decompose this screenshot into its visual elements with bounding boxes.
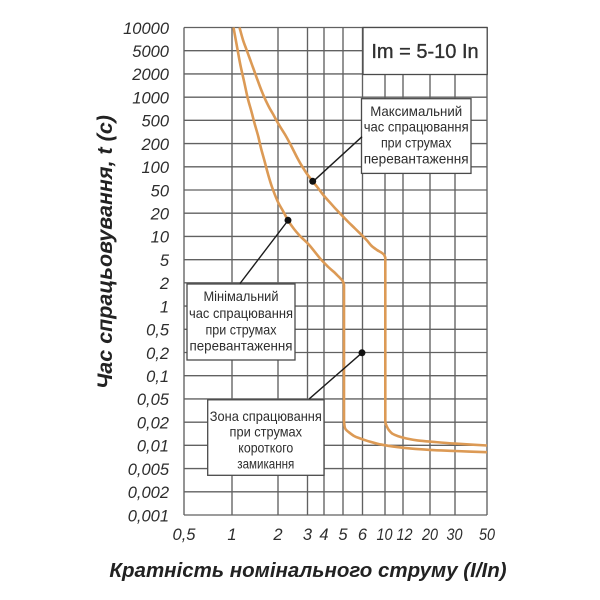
svg-text:2: 2 <box>272 526 282 544</box>
svg-text:50: 50 <box>479 526 496 544</box>
svg-text:4: 4 <box>319 526 328 544</box>
svg-text:при струмах: при струмах <box>230 424 303 440</box>
svg-text:0,005: 0,005 <box>128 461 170 479</box>
svg-text:0,02: 0,02 <box>137 414 169 432</box>
svg-text:20: 20 <box>421 526 439 544</box>
svg-text:замикання: замикання <box>237 455 294 471</box>
svg-text:0,01: 0,01 <box>137 438 169 456</box>
svg-text:1000: 1000 <box>132 89 170 107</box>
svg-text:Час спрацьовування, t (c): Час спрацьовування, t (c) <box>93 115 117 389</box>
svg-text:6: 6 <box>358 526 368 544</box>
svg-text:2000: 2000 <box>131 66 170 84</box>
svg-text:короткого: короткого <box>238 440 293 456</box>
svg-text:Мінімальний: Мінімальний <box>204 288 279 304</box>
svg-text:10: 10 <box>151 229 170 247</box>
svg-text:0,2: 0,2 <box>146 345 169 363</box>
svg-text:3: 3 <box>303 526 313 544</box>
svg-text:час спрацювання: час спрацювання <box>364 119 469 135</box>
svg-text:12: 12 <box>397 526 413 544</box>
svg-text:0,05: 0,05 <box>137 391 170 409</box>
svg-text:500: 500 <box>141 113 169 131</box>
svg-text:перевантаження: перевантаження <box>364 151 469 167</box>
svg-text:5: 5 <box>160 252 170 270</box>
svg-text:Im = 5-10 In: Im = 5-10 In <box>371 41 478 63</box>
svg-text:10000: 10000 <box>123 20 170 38</box>
svg-text:20: 20 <box>150 206 170 224</box>
svg-text:10: 10 <box>377 526 394 544</box>
svg-text:1: 1 <box>160 298 169 316</box>
svg-text:0,002: 0,002 <box>128 484 169 502</box>
svg-text:при струмах: при струмах <box>206 321 277 337</box>
svg-text:5000: 5000 <box>132 43 170 61</box>
svg-text:0,5: 0,5 <box>173 526 197 544</box>
svg-text:0,5: 0,5 <box>146 322 170 340</box>
svg-text:0,001: 0,001 <box>128 507 169 525</box>
svg-text:при струмах: при струмах <box>381 135 452 151</box>
svg-text:перевантаження: перевантаження <box>190 338 293 354</box>
svg-text:Зона спрацювання: Зона спрацювання <box>210 408 322 424</box>
svg-text:30: 30 <box>447 526 464 544</box>
svg-text:1: 1 <box>227 526 236 544</box>
svg-text:Кратність номінального струму: Кратність номінального струму (I/In) <box>109 559 506 582</box>
svg-text:0,1: 0,1 <box>146 368 169 386</box>
svg-text:Максимальний: Максимальний <box>370 103 462 119</box>
svg-text:50: 50 <box>151 182 170 200</box>
svg-text:2: 2 <box>159 275 169 293</box>
svg-text:5: 5 <box>338 526 348 544</box>
svg-text:200: 200 <box>140 136 169 154</box>
svg-text:100: 100 <box>141 159 169 177</box>
svg-text:час спрацювання: час спрацювання <box>189 305 293 321</box>
